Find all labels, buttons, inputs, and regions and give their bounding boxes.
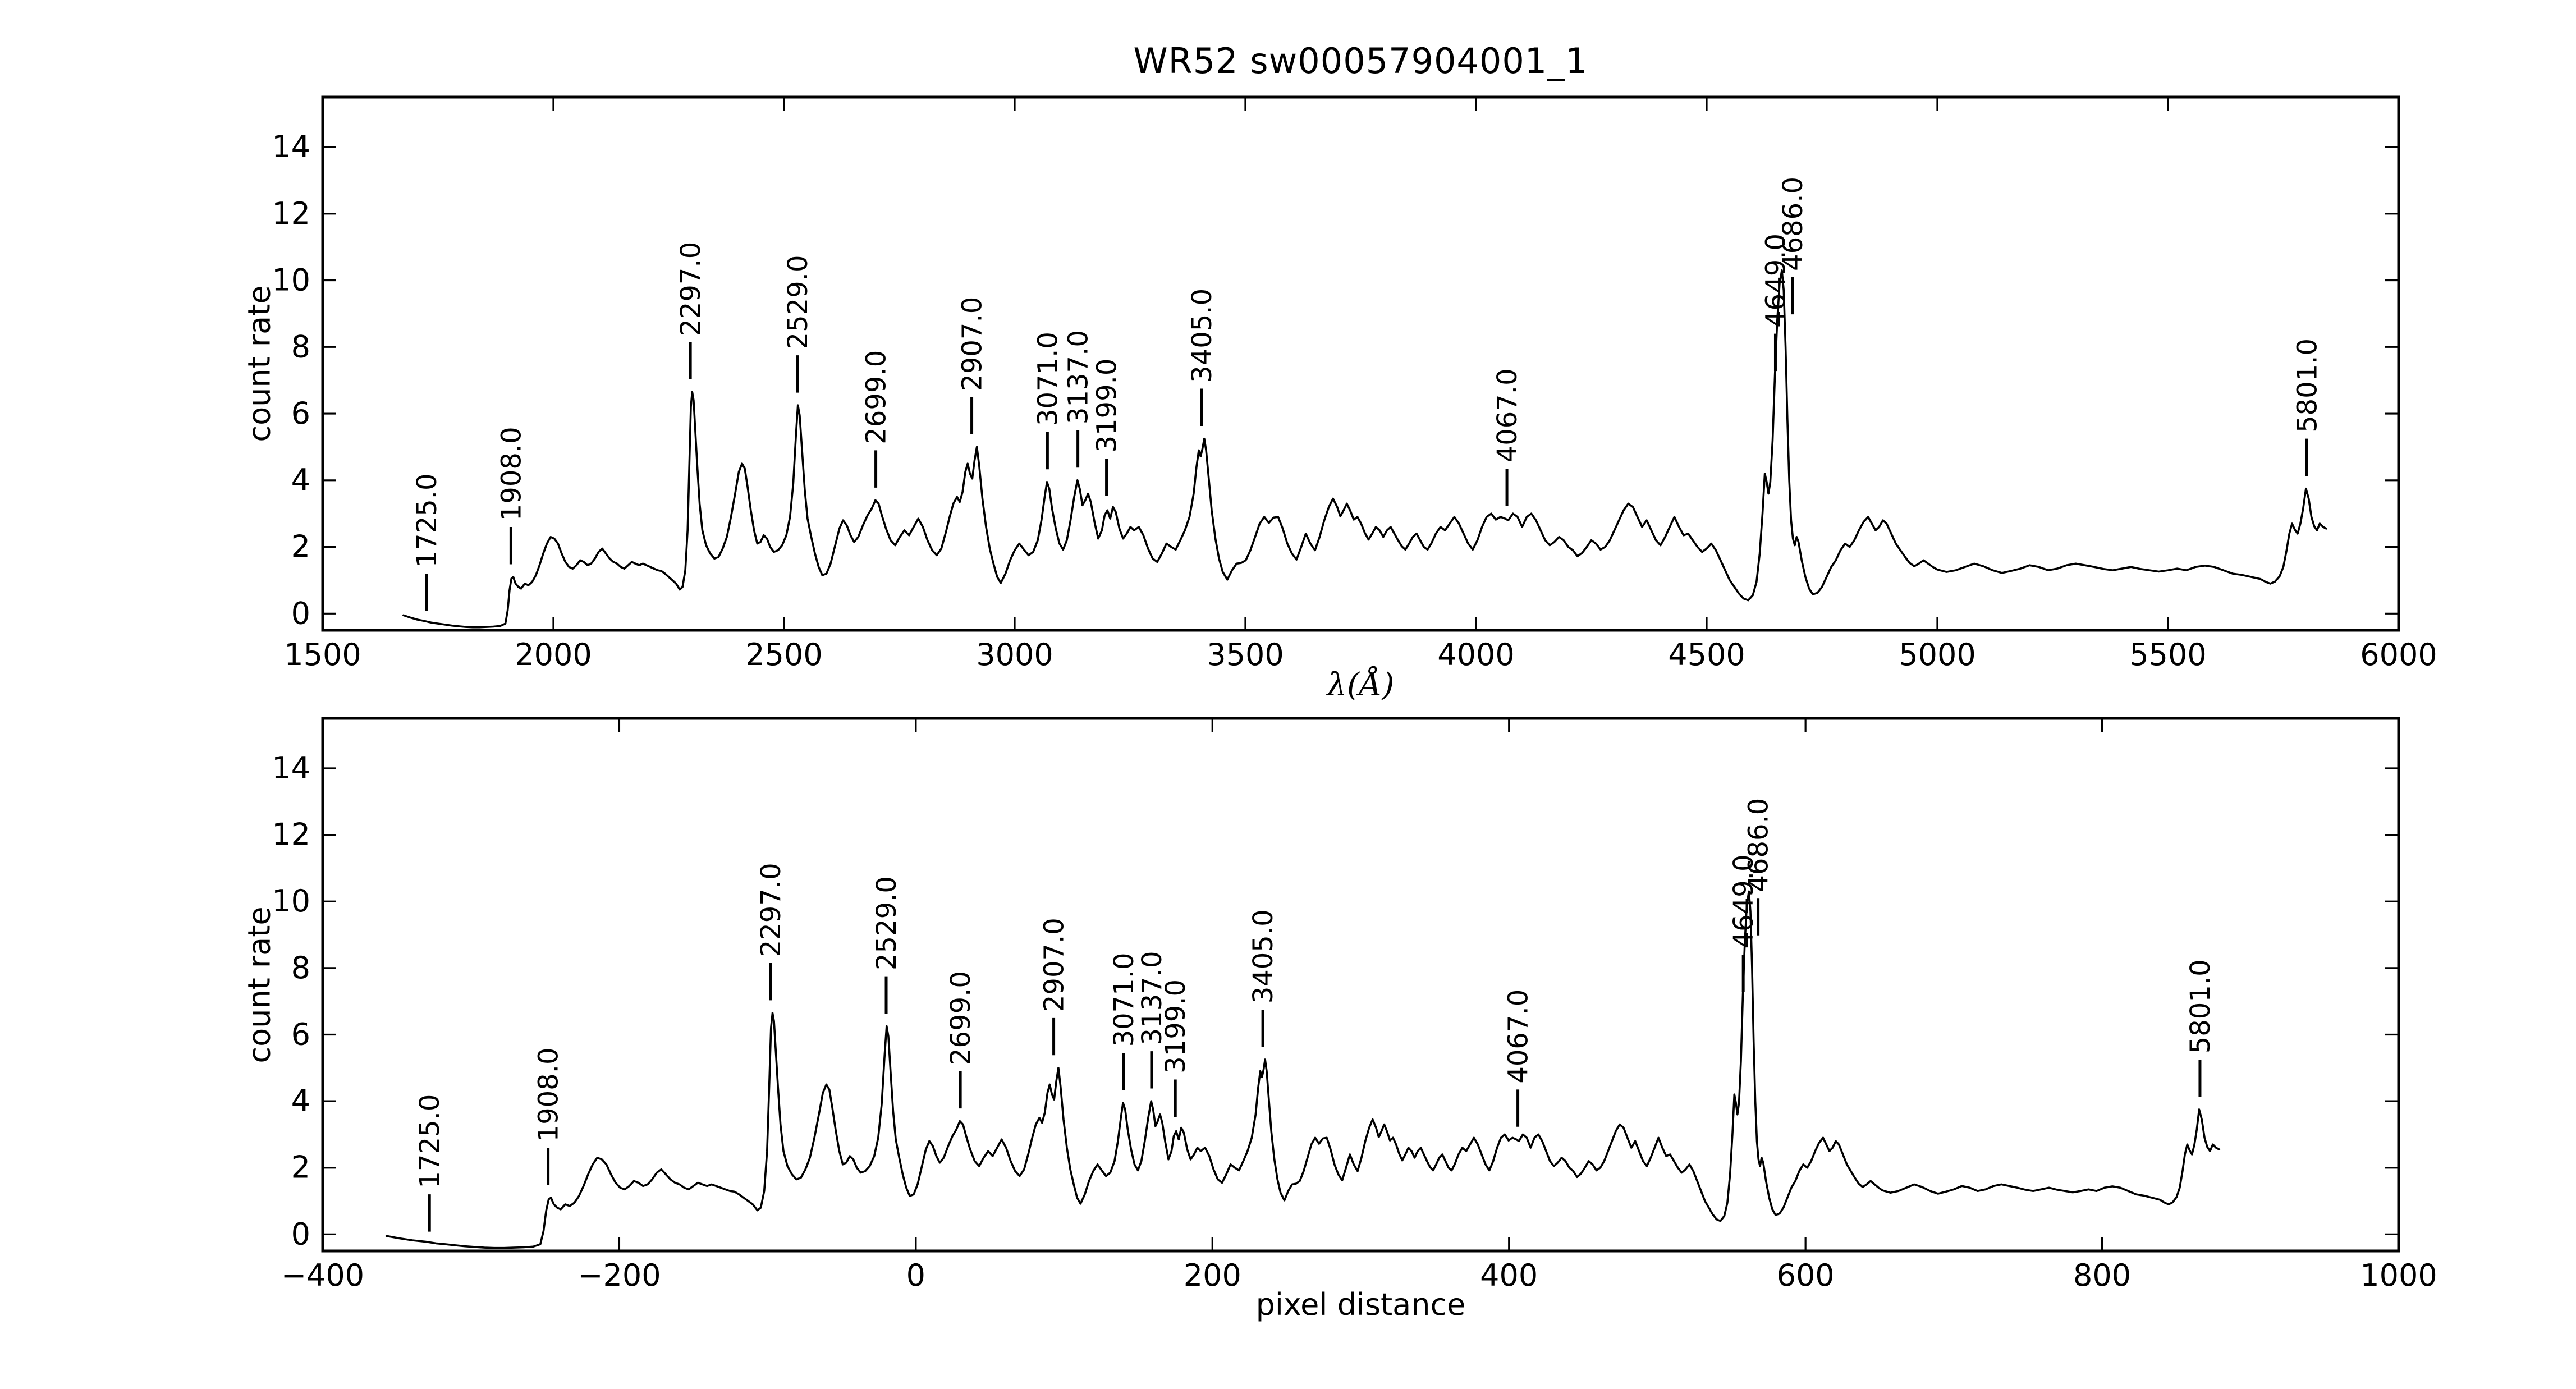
spectral-line-label: 3071.0: [1108, 952, 1140, 1047]
spectral-line-label: 2529.0: [871, 876, 902, 970]
spectral-line-label: 2529.0: [782, 255, 814, 350]
spectral-line-label: 2907.0: [1039, 918, 1070, 1012]
y-tick-label: 8: [291, 329, 310, 364]
spectral-line-label: 3137.0: [1063, 330, 1094, 424]
x-tick-label: 200: [1184, 1258, 1241, 1293]
spectral-line-label: 3199.0: [1160, 979, 1191, 1074]
spectral-line-label: 5801.0: [2185, 959, 2216, 1053]
spectral-line-label: 3071.0: [1032, 332, 1064, 426]
spectral-line-label: 2907.0: [957, 297, 988, 391]
x-tick-label: 4500: [1668, 637, 1745, 672]
y-tick-label: 6: [291, 396, 310, 431]
x-tick-label: 3500: [1207, 637, 1284, 672]
y-tick-label: 12: [272, 817, 310, 852]
spectral-line-label: 4649.0: [1728, 854, 1759, 948]
y-tick-label: 14: [272, 750, 310, 786]
x-tick-label: 600: [1777, 1258, 1835, 1293]
spectrum-curve-wavelength: [402, 269, 2327, 629]
y-tick-label: 0: [291, 1216, 310, 1252]
spectral-line-label: 2699.0: [945, 971, 977, 1065]
spectral-line-label: 4067.0: [1492, 368, 1523, 462]
y-tick-label: 6: [291, 1016, 310, 1052]
y-tick-label: 14: [272, 129, 310, 164]
y-tick-label: 10: [272, 883, 310, 919]
spectral-line-label: 4649.0: [1760, 233, 1791, 328]
spectral-line-label: 1908.0: [533, 1048, 565, 1142]
x-tick-label: 2500: [745, 637, 822, 672]
x-tick-label: 3000: [976, 637, 1053, 672]
spectral-line-label: 1908.0: [496, 427, 527, 521]
bottom-yaxis-label: count rate: [241, 906, 277, 1063]
spectral-line-label: 2297.0: [755, 863, 787, 957]
spectral-line-label: 3405.0: [1186, 288, 1218, 383]
y-tick-label: 4: [291, 462, 310, 498]
spectral-line-label: 3405.0: [1248, 909, 1279, 1003]
x-tick-label: 2000: [515, 637, 592, 672]
y-tick-label: 2: [291, 1150, 310, 1185]
spectral-line-label: 4067.0: [1503, 989, 1534, 1084]
x-tick-label: −400: [281, 1258, 364, 1293]
spectral-line-label: 5801.0: [2291, 338, 2323, 433]
top-yaxis-label: count rate: [241, 285, 277, 442]
x-tick-label: 5000: [1899, 637, 1975, 672]
x-tick-label: 0: [906, 1258, 925, 1293]
top-xaxis-label: λ(Å): [1327, 667, 1395, 703]
spectral-line-label: 4686.0: [1777, 177, 1809, 271]
panel-frame: [321, 717, 2400, 1253]
spectral-line-label: 1725.0: [414, 1094, 446, 1189]
x-tick-label: 400: [1480, 1258, 1538, 1293]
spectral-line-label: 4686.0: [1743, 798, 1775, 892]
plot-title: WR52 sw00057904001_1: [1133, 40, 1588, 81]
spectral-line-label: 1725.0: [411, 473, 443, 567]
panel-frame: [321, 95, 2400, 632]
y-tick-label: 10: [272, 263, 310, 298]
spectrum-curve-pixel: [385, 890, 2221, 1249]
x-tick-label: 800: [2073, 1258, 2131, 1293]
x-tick-label: 1500: [284, 637, 361, 672]
spectral-line-label: 3199.0: [1092, 359, 1123, 453]
y-tick-label: 12: [272, 196, 310, 231]
y-tick-label: 2: [291, 529, 310, 565]
y-tick-label: 0: [291, 595, 310, 631]
spectral-line-label: 2297.0: [675, 242, 707, 336]
spectral-line-label: 2699.0: [861, 350, 892, 444]
x-tick-label: 6000: [2360, 637, 2437, 672]
x-tick-label: 1000: [2360, 1258, 2437, 1293]
y-tick-label: 8: [291, 950, 310, 985]
spectral-line-label: 3137.0: [1136, 951, 1168, 1045]
x-tick-label: −200: [577, 1258, 661, 1293]
x-tick-label: 4000: [1437, 637, 1514, 672]
x-tick-label: 5500: [2129, 637, 2206, 672]
y-tick-label: 4: [291, 1083, 310, 1118]
bottom-xaxis-label: pixel distance: [1255, 1287, 1466, 1322]
